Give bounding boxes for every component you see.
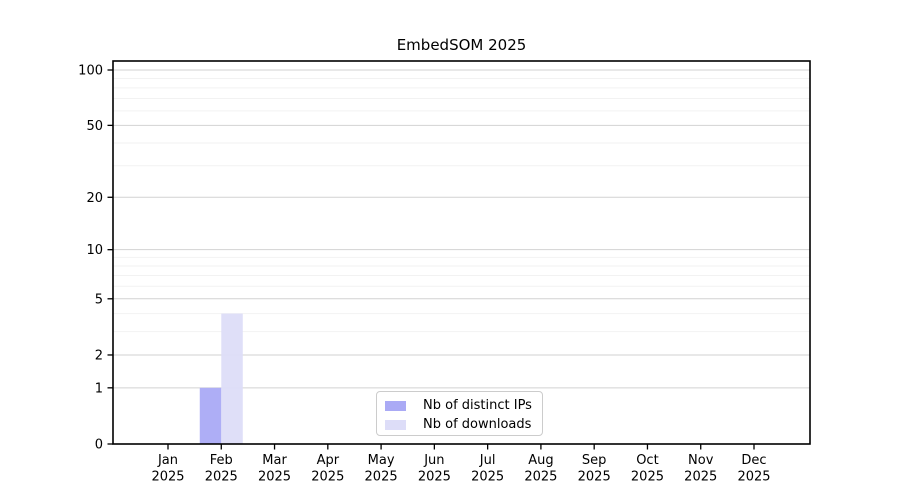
bar — [221, 313, 243, 444]
x-tick-label-year: 2025 — [737, 470, 770, 485]
legend-label-distinct-ips: Nb of distinct IPs — [423, 398, 532, 413]
x-tick-label-month: Feb — [210, 453, 233, 468]
x-tick-label-month: Oct — [636, 453, 658, 468]
y-tick-label: 1 — [95, 381, 103, 396]
x-tick-label-year: 2025 — [365, 470, 398, 485]
x-tick-label-month: Nov — [688, 453, 714, 468]
x-tick-label-month: Dec — [741, 453, 766, 468]
x-tick-label-year: 2025 — [524, 470, 557, 485]
legend-item-distinct-ips: Nb of distinct IPs — [385, 396, 542, 415]
legend-swatch-downloads — [385, 419, 406, 430]
chart-title: EmbedSOM 2025 — [396, 36, 527, 54]
legend-item-downloads: Nb of downloads — [385, 415, 542, 434]
x-tick-label-year: 2025 — [258, 470, 291, 485]
x-tick-label-year: 2025 — [311, 470, 344, 485]
x-tick-label-year: 2025 — [151, 470, 184, 485]
legend-swatch-distinct-ips — [385, 400, 406, 411]
y-tick-label: 0 — [95, 438, 103, 453]
y-tick-label: 2 — [95, 348, 103, 363]
x-tick-label-month: Aug — [528, 453, 553, 468]
x-tick-label-year: 2025 — [471, 470, 504, 485]
x-tick-label-month: May — [368, 453, 395, 468]
legend-label-downloads: Nb of downloads — [423, 417, 532, 432]
bar — [199, 387, 222, 444]
y-tick-label: 10 — [86, 243, 103, 258]
x-tick-label-month: Apr — [317, 453, 340, 468]
x-tick-label-year: 2025 — [205, 470, 238, 485]
x-tick-label-year: 2025 — [684, 470, 717, 485]
y-tick-label: 50 — [86, 119, 103, 134]
x-tick-label-month: Jun — [423, 453, 444, 468]
x-tick-label-year: 2025 — [418, 470, 451, 485]
y-tick-label: 100 — [78, 64, 103, 79]
x-tick-label-year: 2025 — [631, 470, 664, 485]
y-tick-label: 5 — [95, 292, 103, 307]
plot-border — [112, 60, 811, 445]
x-tick-label-month: Jan — [157, 453, 178, 468]
x-tick-label-month: Sep — [582, 453, 607, 468]
x-tick-label-year: 2025 — [578, 470, 611, 485]
x-tick-label-month: Jul — [479, 453, 496, 468]
x-tick-label-month: Mar — [262, 453, 287, 468]
y-tick-label: 20 — [86, 191, 103, 206]
legend: Nb of distinct IPs Nb of downloads — [376, 391, 543, 436]
